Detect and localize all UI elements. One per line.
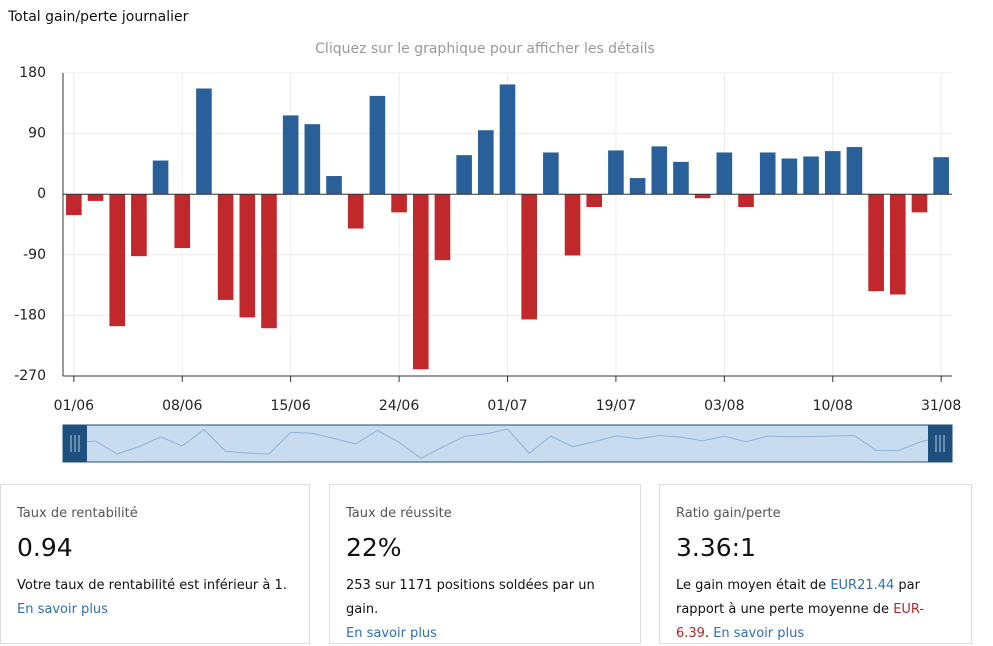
x-tick-label: 24/06: [379, 398, 419, 414]
y-tick-label: 90: [28, 126, 46, 142]
bar: [391, 194, 407, 213]
card-value: 3.36:1: [676, 533, 756, 562]
y-tick-label: 0: [37, 186, 46, 202]
bar: [673, 161, 689, 195]
navigator-line: [73, 428, 942, 459]
bar: [868, 194, 884, 292]
y-tick-label: -180: [14, 307, 46, 323]
bar: [174, 194, 191, 249]
chart-subtitle: Cliquez sur le graphique pour afficher l…: [315, 41, 655, 57]
bar: [261, 194, 277, 329]
bar: [803, 156, 819, 195]
bar: [347, 194, 364, 229]
bar: [66, 194, 82, 216]
x-tick-label: 31/08: [921, 398, 961, 414]
x-tick-label: 10/08: [813, 398, 853, 414]
bar: [499, 84, 516, 195]
bar: [564, 194, 581, 256]
bar: [369, 95, 386, 195]
bar: [824, 151, 841, 195]
y-tick-label: 180: [19, 65, 46, 81]
x-tick-label: 19/07: [596, 398, 636, 414]
bar: [651, 146, 668, 195]
amount: EUR21.44: [830, 578, 895, 593]
bar: [629, 178, 646, 195]
page-title: Total gain/perte journalier: [8, 9, 189, 25]
bar: [326, 176, 342, 195]
bar: [304, 124, 321, 195]
bar: [738, 194, 754, 207]
text: par rapport à une perte moyenne de: [676, 578, 920, 617]
card-value: 0.94: [17, 533, 73, 562]
bar: [456, 155, 472, 195]
bar: [608, 150, 624, 195]
chart[interactable]: Cliquez sur le graphique pour afficher l…: [0, 0, 993, 470]
bar: [694, 194, 711, 199]
card: Taux de rentabilité 0.94 Votre taux de r…: [0, 484, 310, 644]
bar: [933, 157, 949, 195]
bar: [543, 152, 559, 195]
x-tick-label: 15/06: [270, 398, 310, 414]
bar: [131, 194, 147, 257]
bar: [759, 152, 776, 195]
x-tick-label: 08/06: [162, 398, 202, 414]
bar: [586, 194, 603, 207]
card-description: Le gain moyen était de EUR21.44 par rapp…: [676, 574, 957, 646]
bar: [521, 194, 537, 320]
navigator: [62, 424, 953, 463]
bar: [109, 194, 126, 327]
text: Le gain moyen était de: [676, 578, 831, 593]
bar: [781, 158, 798, 195]
bar: [478, 130, 494, 195]
card-label: Taux de réussite: [346, 506, 452, 521]
bar: [239, 194, 256, 318]
bar: [911, 194, 928, 213]
card-description: Votre taux de rentabilité est inférieur …: [17, 574, 295, 622]
bar: [196, 88, 212, 195]
y-tick-label: -90: [23, 247, 46, 263]
card-description: 253 sur 1171 positions soldées par un ga…: [346, 574, 626, 646]
bar: [152, 160, 169, 195]
x-tick-label: 01/07: [487, 398, 527, 414]
bar: [716, 152, 733, 195]
bar: [846, 147, 863, 195]
card: Ratio gain/perte 3.36:1 Le gain moyen ét…: [659, 484, 972, 644]
text: Votre taux de rentabilité est inférieur …: [17, 578, 287, 593]
x-tick-label: 03/08: [704, 398, 744, 414]
y-tick-label: -270: [14, 368, 46, 384]
card: Taux de réussite 22% 253 sur 1171 positi…: [329, 484, 641, 644]
card-label: Taux de rentabilité: [17, 506, 138, 521]
bar: [889, 194, 906, 295]
text: 253 sur 1171 positions soldées par un ga…: [346, 578, 595, 617]
bar: [282, 115, 299, 195]
bar: [412, 194, 429, 370]
card-label: Ratio gain/perte: [676, 506, 781, 521]
x-tick-label: 01/06: [54, 398, 94, 414]
bar: [87, 194, 104, 201]
bar: [217, 194, 234, 300]
link[interactable]: En savoir plus: [17, 602, 108, 617]
bar: [434, 194, 451, 261]
card-value: 22%: [346, 533, 402, 562]
